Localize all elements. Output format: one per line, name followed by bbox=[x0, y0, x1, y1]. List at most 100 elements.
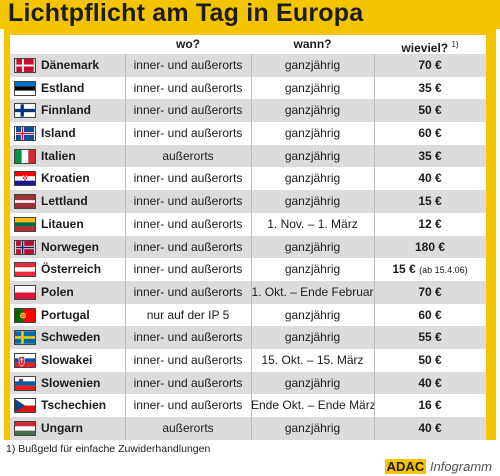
column-divider bbox=[125, 190, 126, 213]
table-row: Dänemark inner- und außerorts ganzjährig 70… bbox=[10, 54, 486, 77]
country-name: Slowakei bbox=[41, 352, 93, 367]
column-divider bbox=[251, 54, 252, 77]
adac-logo: ADAC Infogramm bbox=[384, 459, 492, 474]
column-divider bbox=[125, 99, 126, 123]
column-divider bbox=[251, 99, 252, 123]
fine-amount: 15 € bbox=[418, 194, 442, 209]
country-name: Dänemark bbox=[41, 58, 100, 72]
flag-daenemark-icon bbox=[14, 58, 36, 73]
fine-cell: 50 € bbox=[374, 349, 486, 372]
column-divider bbox=[251, 303, 252, 327]
flag-schweden-icon bbox=[14, 330, 36, 346]
column-divider bbox=[251, 280, 252, 304]
fine-amount: 180 € bbox=[414, 239, 446, 254]
where-cell: inner- und außerorts bbox=[133, 80, 243, 95]
column-divider bbox=[125, 235, 126, 259]
where-cell: inner- und außerorts bbox=[133, 398, 243, 413]
column-divider bbox=[125, 303, 126, 327]
country-name: Italien bbox=[41, 148, 76, 163]
fine-amount: 70 € bbox=[418, 58, 442, 72]
fine-cell: 70 € bbox=[374, 54, 486, 77]
column-divider bbox=[125, 167, 126, 191]
fine-amount: 35 € bbox=[418, 80, 442, 95]
fine-cell: 180 € bbox=[374, 236, 486, 259]
country-name: Litauen bbox=[41, 216, 84, 231]
flag-polen-icon bbox=[14, 284, 36, 300]
flag-tschechien-icon bbox=[14, 398, 36, 414]
where-cell: inner- und außerorts bbox=[133, 216, 243, 231]
header-wo: wo? bbox=[176, 37, 200, 51]
when-cell: ganzjährig bbox=[284, 421, 341, 435]
column-divider bbox=[251, 371, 252, 395]
where-cell: inner- und außerorts bbox=[133, 330, 243, 345]
column-divider bbox=[374, 167, 375, 191]
column-divider bbox=[374, 348, 375, 372]
when-cell: ganzjährig bbox=[284, 103, 341, 118]
column-divider bbox=[251, 326, 252, 349]
table-row: Kroatien inner- und außerorts ganzjährig 40… bbox=[10, 167, 486, 191]
column-divider bbox=[374, 54, 375, 77]
flag-oesterreich-icon bbox=[14, 262, 36, 278]
logo-brand: ADAC bbox=[384, 459, 427, 474]
column-divider bbox=[125, 326, 126, 349]
column-divider bbox=[374, 122, 375, 145]
column-divider bbox=[374, 212, 375, 236]
where-cell: nur auf der IP 5 bbox=[146, 307, 230, 322]
when-cell: ganzjährig bbox=[284, 58, 341, 72]
table-body: Dänemark inner- und außerorts ganzjährig 70… bbox=[10, 54, 486, 440]
when-cell: ganzjährig bbox=[284, 194, 341, 209]
flag-portugal-icon bbox=[14, 307, 36, 323]
fine-amount: 70 € bbox=[418, 284, 442, 299]
where-cell: inner- und außerorts bbox=[133, 284, 243, 299]
fine-cell: 16 € bbox=[374, 394, 486, 417]
when-cell: ganzjährig bbox=[284, 375, 341, 390]
where-cell: inner- und außerorts bbox=[133, 126, 243, 141]
table-row: Island inner- und außerorts ganzjährig 60 € bbox=[10, 122, 486, 145]
column-divider bbox=[251, 417, 252, 440]
flag-slowakei-icon bbox=[14, 352, 36, 368]
fine-amount: 50 € bbox=[418, 352, 442, 367]
fines-table: wo? wann? wieviel? 1) Dänemark inner- und… bbox=[10, 35, 486, 440]
fine-amount: 40 € bbox=[418, 375, 442, 390]
column-divider bbox=[125, 417, 126, 440]
table-row: Slowakei inner- und außerorts 15. Okt. – 1… bbox=[10, 348, 486, 372]
when-cell: Ende Okt. – Ende März bbox=[251, 398, 376, 413]
where-cell: inner- und außerorts bbox=[133, 239, 243, 254]
flag-finnland-icon bbox=[14, 103, 36, 119]
table-row: Italien außerorts ganzjährig 35 € bbox=[10, 144, 486, 168]
column-divider bbox=[374, 394, 375, 417]
when-cell: 1. Nov. – 1. März bbox=[267, 216, 358, 231]
table-row: Lettland inner- und außerorts ganzjährig 15… bbox=[10, 190, 486, 213]
column-divider bbox=[125, 280, 126, 304]
fine-cell: 60 € bbox=[374, 304, 486, 327]
fine-cell: 35 € bbox=[374, 145, 486, 168]
when-cell: ganzjährig bbox=[284, 80, 341, 95]
fine-cell: 70 € bbox=[374, 281, 486, 304]
fine-cell: 40 € bbox=[374, 372, 486, 395]
country-name: Island bbox=[41, 126, 76, 141]
column-divider bbox=[251, 348, 252, 372]
table-row: Österreich inner- und außerorts ganzjährig… bbox=[10, 258, 486, 281]
when-cell: ganzjährig bbox=[284, 330, 341, 345]
table-row: Polen inner- und außerorts 1. Okt. – Ende … bbox=[10, 280, 486, 304]
column-divider bbox=[374, 76, 375, 100]
when-cell: ganzjährig bbox=[284, 307, 341, 322]
column-divider bbox=[125, 371, 126, 395]
table-row: Litauen inner- und außerorts 1. Nov. – 1. … bbox=[10, 212, 486, 236]
footer: ADAC Infogramm bbox=[0, 459, 500, 476]
where-cell: inner- und außerorts bbox=[133, 375, 243, 390]
when-cell: ganzjährig bbox=[284, 126, 341, 141]
country-name: Polen bbox=[41, 284, 74, 299]
flag-italien-icon bbox=[14, 148, 36, 164]
table-row: Tschechien inner- und außerorts Ende Okt. … bbox=[10, 394, 486, 417]
flag-kroatien-icon bbox=[14, 171, 36, 187]
column-divider bbox=[251, 144, 252, 168]
fine-cell: 15 € bbox=[374, 190, 486, 213]
column-divider bbox=[374, 144, 375, 168]
country-name: Ungarn bbox=[41, 421, 83, 435]
column-divider bbox=[251, 190, 252, 213]
fine-cell: 40 € bbox=[374, 167, 486, 190]
country-name: Portugal bbox=[41, 307, 90, 322]
table-row: Norwegen inner- und außerorts ganzjährig 18… bbox=[10, 235, 486, 259]
table-row: Ungarn außerorts ganzjährig 40 € bbox=[10, 417, 486, 440]
